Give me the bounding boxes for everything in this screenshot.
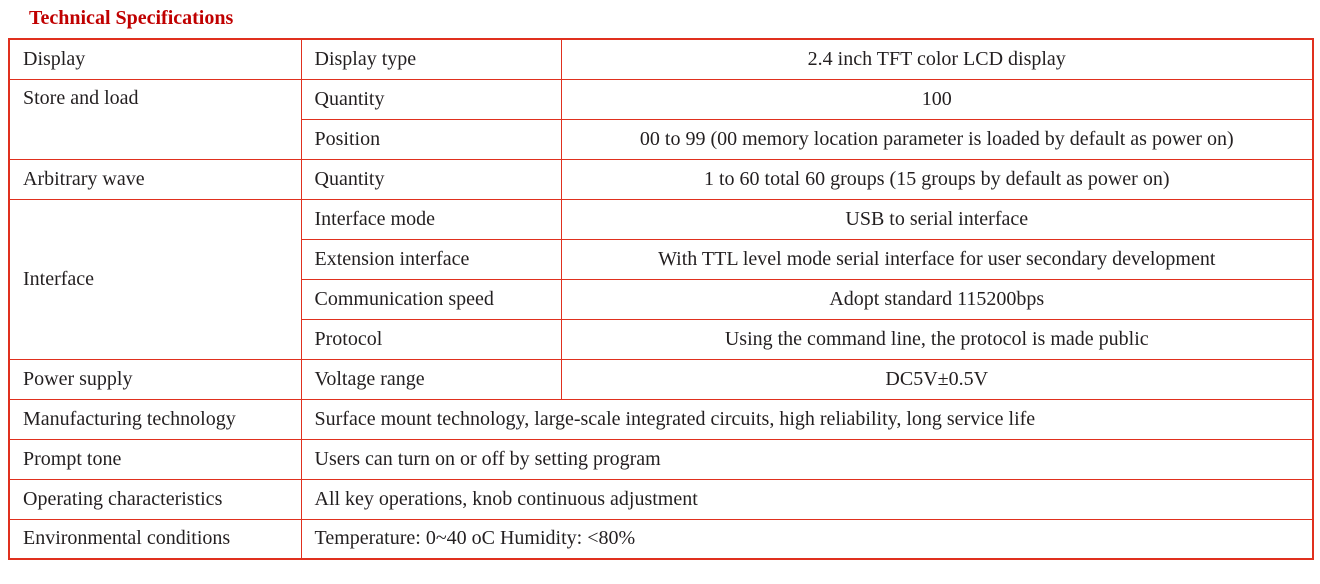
category-cell: Arbitrary wave bbox=[8, 158, 302, 200]
category-cell: Operating characteristics bbox=[8, 478, 302, 520]
category-cell: Manufacturing technology bbox=[8, 398, 302, 440]
table-row-arbitrary-wave: Arbitrary wave Quantity 1 to 60 total 60… bbox=[8, 158, 1314, 200]
table-row-operating: Operating characteristics All key operat… bbox=[8, 478, 1314, 520]
label-cell: Position bbox=[300, 118, 562, 160]
category-cell: Prompt tone bbox=[8, 438, 302, 480]
table-row-store-quantity: Store and load Quantity 100 bbox=[8, 78, 1314, 160]
category-cell: Power supply bbox=[8, 358, 302, 400]
value-cell: Users can turn on or off by setting prog… bbox=[300, 438, 1314, 480]
value-cell: All key operations, knob continuous adju… bbox=[300, 478, 1314, 520]
label-cell: Voltage range bbox=[300, 358, 562, 400]
table-row-prompt-tone: Prompt tone Users can turn on or off by … bbox=[8, 438, 1314, 480]
page-title: Technical Specifications bbox=[29, 7, 234, 29]
category-cell: Store and load bbox=[8, 78, 302, 160]
category-cell: Display bbox=[8, 38, 302, 80]
value-cell: 1 to 60 total 60 groups (15 groups by de… bbox=[560, 158, 1314, 200]
table-row-protocol: Protocol Using the command line, the pro… bbox=[9, 318, 1314, 360]
table-row-communication-speed: Communication speed Adopt standard 11520… bbox=[9, 278, 1314, 320]
table-row-environmental: Environmental conditions Temperature: 0~… bbox=[8, 518, 1314, 560]
table-row-interface-mode: Interface Interface mode USB to serial i… bbox=[8, 198, 1314, 360]
label-cell: Extension interface bbox=[300, 238, 562, 280]
table-row-manufacturing: Manufacturing technology Surface mount t… bbox=[8, 398, 1314, 440]
value-cell: 100 bbox=[560, 78, 1314, 120]
label-cell: Communication speed bbox=[300, 278, 562, 320]
value-cell: With TTL level mode serial interface for… bbox=[560, 238, 1314, 280]
table-row-store-position: Position 00 to 99 (00 memory location pa… bbox=[9, 118, 1314, 160]
label-cell: Display type bbox=[300, 38, 562, 80]
category-cell: Environmental conditions bbox=[8, 518, 302, 560]
value-cell: Surface mount technology, large-scale in… bbox=[300, 398, 1314, 440]
label-cell: Interface mode bbox=[300, 198, 562, 240]
value-cell: 2.4 inch TFT color LCD display bbox=[560, 38, 1314, 80]
value-cell: DC5V±0.5V bbox=[560, 358, 1314, 400]
value-cell: Using the command line, the protocol is … bbox=[560, 318, 1314, 360]
technical-specifications-table: Display Display type 2.4 inch TFT color … bbox=[8, 38, 1314, 560]
label-cell: Quantity bbox=[300, 158, 562, 200]
value-cell: 00 to 99 (00 memory location parameter i… bbox=[560, 118, 1314, 160]
label-cell: Quantity bbox=[300, 78, 562, 120]
value-cell: USB to serial interface bbox=[560, 198, 1314, 240]
table-row-power-supply: Power supply Voltage range DC5V±0.5V bbox=[8, 358, 1314, 400]
value-cell: Temperature: 0~40 oC Humidity: <80% bbox=[300, 518, 1314, 560]
table-row-extension-interface: Extension interface With TTL level mode … bbox=[9, 238, 1314, 280]
value-cell: Adopt standard 115200bps bbox=[560, 278, 1314, 320]
category-cell: Interface bbox=[8, 198, 302, 360]
table-row-display: Display Display type 2.4 inch TFT color … bbox=[8, 38, 1314, 80]
label-cell: Protocol bbox=[300, 318, 562, 360]
